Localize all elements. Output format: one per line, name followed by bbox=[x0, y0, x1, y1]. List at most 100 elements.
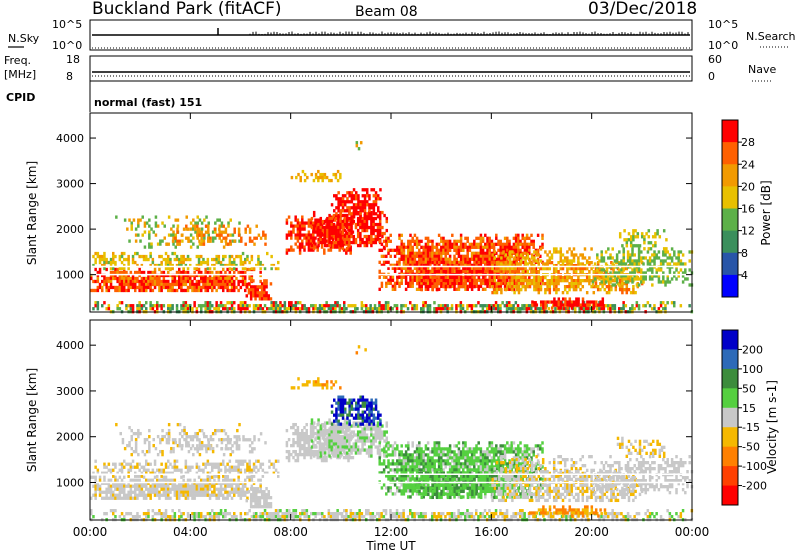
data-cell bbox=[553, 297, 556, 300]
data-cell bbox=[331, 203, 334, 206]
data-cell bbox=[491, 261, 494, 264]
data-cell bbox=[167, 280, 170, 283]
data-cell bbox=[491, 258, 494, 261]
data-cell bbox=[119, 283, 122, 286]
data-cell bbox=[171, 304, 174, 307]
data-cell bbox=[163, 286, 166, 289]
data-cell bbox=[154, 304, 157, 307]
data-cell bbox=[411, 237, 414, 240]
data-cell bbox=[202, 286, 205, 289]
data-cell bbox=[357, 206, 360, 209]
data-cell bbox=[655, 256, 658, 259]
data-cell bbox=[653, 250, 656, 253]
data-cell bbox=[171, 289, 174, 292]
data-cell bbox=[643, 238, 646, 241]
data-cell bbox=[380, 304, 383, 307]
data-cell bbox=[350, 241, 353, 244]
data-cell bbox=[407, 515, 410, 518]
data-cell bbox=[346, 235, 349, 238]
data-cell bbox=[402, 509, 405, 512]
data-cell bbox=[389, 255, 392, 258]
data-cell bbox=[440, 304, 443, 307]
data-cell bbox=[509, 279, 512, 282]
data-cell bbox=[198, 255, 201, 258]
data-cell bbox=[200, 307, 203, 310]
data-cell bbox=[333, 194, 336, 197]
data-cell bbox=[407, 246, 410, 249]
data-cell bbox=[310, 173, 313, 176]
data-cell bbox=[663, 247, 666, 250]
data-cell bbox=[480, 246, 483, 249]
data-cell bbox=[387, 252, 390, 255]
data-cell bbox=[348, 232, 351, 235]
data-cell bbox=[180, 277, 183, 280]
data-cell bbox=[389, 282, 392, 285]
data-cell bbox=[625, 277, 628, 280]
data-cell bbox=[413, 307, 416, 310]
data-cell bbox=[579, 282, 582, 285]
data-cell bbox=[633, 259, 636, 262]
data-cell bbox=[127, 267, 129, 270]
data-cell bbox=[563, 307, 566, 310]
data-cell bbox=[622, 268, 625, 271]
data-cell bbox=[158, 277, 161, 280]
data-cell bbox=[94, 304, 97, 307]
data-cell bbox=[420, 285, 423, 288]
data-cell bbox=[262, 231, 265, 234]
data-cell bbox=[209, 286, 212, 289]
data-cell bbox=[337, 200, 340, 203]
data-cell bbox=[682, 253, 685, 256]
data-cell bbox=[198, 283, 201, 286]
data-cell bbox=[355, 238, 358, 241]
data-cell bbox=[477, 515, 480, 518]
data-cell bbox=[222, 255, 225, 258]
data-cell bbox=[516, 270, 519, 273]
data-cell bbox=[537, 307, 540, 310]
data-cell bbox=[440, 258, 443, 261]
data-cell bbox=[237, 255, 240, 258]
data-cell bbox=[531, 256, 534, 259]
data-cell bbox=[331, 220, 334, 223]
data-cell bbox=[418, 240, 421, 243]
data-cell bbox=[669, 280, 672, 283]
data-cell bbox=[306, 515, 309, 518]
data-cell bbox=[499, 240, 502, 243]
data-cell bbox=[209, 280, 212, 283]
data-cell bbox=[665, 247, 668, 250]
data-cell bbox=[310, 221, 313, 224]
colorbar-tick-label: 12 bbox=[741, 225, 755, 238]
data-cell bbox=[354, 304, 357, 307]
data-cell bbox=[484, 279, 487, 282]
data-cell bbox=[638, 247, 641, 250]
data-cell bbox=[385, 509, 388, 512]
data-cell bbox=[337, 223, 340, 226]
data-cell bbox=[171, 277, 174, 280]
data-cell bbox=[97, 301, 100, 304]
data-cell bbox=[263, 288, 266, 291]
data-cell bbox=[383, 240, 386, 243]
data-cell bbox=[468, 304, 471, 307]
data-cell bbox=[577, 297, 580, 300]
data-cell bbox=[482, 276, 485, 279]
data-cell bbox=[301, 304, 304, 307]
data-cell bbox=[394, 285, 397, 288]
data-cell bbox=[574, 307, 577, 310]
data-cell bbox=[506, 246, 509, 249]
data-cell bbox=[215, 512, 218, 515]
data-cell bbox=[257, 285, 260, 288]
data-cell bbox=[509, 267, 512, 270]
data-cell bbox=[330, 248, 333, 251]
data-cell bbox=[664, 307, 667, 310]
data-cell bbox=[308, 218, 311, 221]
data-cell bbox=[651, 512, 654, 515]
data-cell bbox=[172, 224, 175, 227]
data-cell bbox=[564, 259, 567, 262]
data-cell bbox=[464, 515, 467, 518]
data-cell bbox=[359, 200, 362, 203]
data-cell bbox=[320, 217, 323, 220]
data-cell bbox=[473, 276, 476, 279]
data-cell bbox=[639, 244, 642, 247]
data-cell bbox=[182, 289, 185, 292]
data-cell bbox=[103, 255, 106, 258]
data-cell bbox=[438, 307, 441, 310]
